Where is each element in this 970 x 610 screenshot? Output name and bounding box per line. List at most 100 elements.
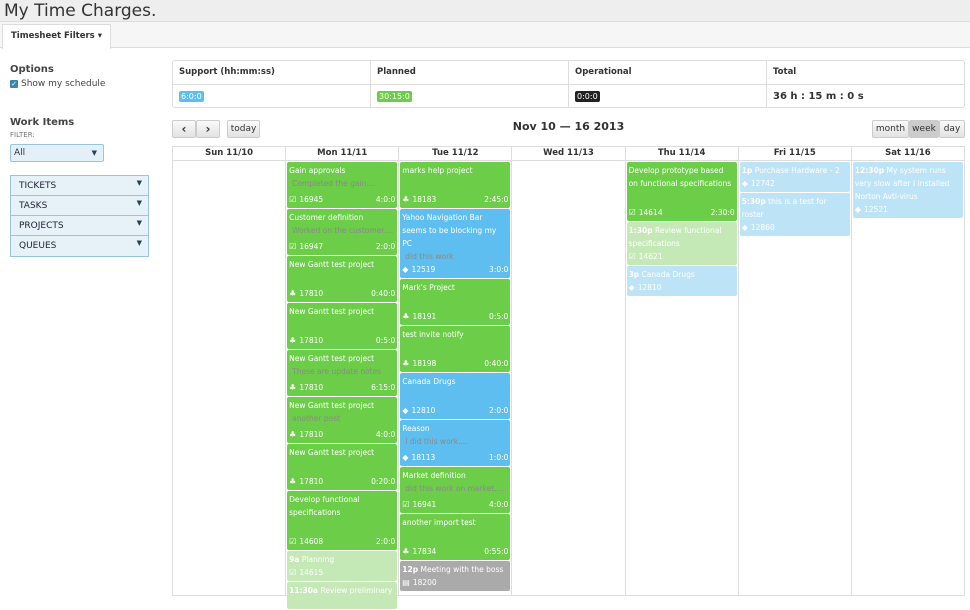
- calendar-event[interactable]: Canada Drugs ◆ 12810 2:0:0: [400, 373, 511, 419]
- column-header: Planned: [371, 61, 568, 85]
- calendar-event[interactable]: 5:30p this is a test for roster ◆ 12860: [739, 193, 850, 236]
- tag-icon: ◆: [741, 179, 748, 188]
- day-column[interactable]: Thu 11/14 Develop prototype based on func…: [625, 147, 739, 595]
- calendar-event[interactable]: New Gantt test project ♣ 17810 0:40:0: [287, 256, 398, 302]
- event-footer: ♣ 17810 6:15:0: [289, 381, 395, 394]
- event-footer: ☑ 14621: [629, 250, 735, 263]
- event-duration: 2:0:0: [375, 242, 396, 251]
- event-footer: ☑ 14608 2:0:0: [289, 535, 395, 548]
- event-time: 5:30p: [741, 197, 766, 206]
- section-label: QUEUES: [19, 241, 57, 251]
- caret-down-icon: ▼: [136, 199, 142, 207]
- event-title-text: Customer definition: [289, 213, 364, 222]
- event-id: 17810: [299, 383, 324, 392]
- calendar-event[interactable]: Gain approvals Completed the gain.... ☑ 169…: [287, 162, 398, 208]
- calendar-event[interactable]: 3p Canada Drugs ◆ 12810: [626, 266, 737, 296]
- section-tickets[interactable]: TICKETS ▼: [11, 176, 148, 196]
- view-day-button[interactable]: day: [939, 120, 965, 138]
- checkbox-checked-icon[interactable]: ✓: [10, 80, 18, 88]
- event-id: 17810: [299, 430, 324, 439]
- calendar-event[interactable]: Reason I did this work.... ◆ 18113 1:0:0: [400, 420, 511, 466]
- event-title: Market definition: [402, 469, 508, 482]
- event-id: 12810: [411, 406, 436, 415]
- calendar-event[interactable]: Yahoo Navigation Bar seems to be blockin…: [400, 209, 511, 278]
- section-label: TASKS: [19, 201, 48, 211]
- event-title: 9a Planning: [289, 553, 395, 566]
- summary-table: Support (hh:mm:ss) 6:0:0 Planned 30:15:0 O…: [172, 60, 965, 108]
- calendar-event[interactable]: 1p Purchase Hardware - 2 ◆ 12742: [739, 162, 850, 192]
- event-footer: ♣ 18198 0:40:0: [402, 357, 508, 370]
- event-title: 11:30a Review preliminary: [289, 584, 395, 597]
- calendar-event[interactable]: test invite notify ♣ 18198 0:40:0: [400, 326, 511, 372]
- sitemap-icon: ♣: [402, 547, 410, 556]
- calendar-event[interactable]: 11:30a Review preliminary: [287, 582, 398, 609]
- check-square-icon: ☑: [628, 208, 636, 217]
- calendar-event[interactable]: another import test ♣ 17834 0:55:0: [400, 514, 511, 560]
- view-week-button[interactable]: week: [909, 120, 939, 138]
- filter-select[interactable]: All ▼: [10, 144, 104, 162]
- event-footer: ◆ 18113 1:0:0: [402, 451, 508, 464]
- calendar-event[interactable]: Mark's Project ♣ 18191 0:5:0: [400, 279, 511, 325]
- calendar-event[interactable]: 12p Meeting with the boss ▤ 18200: [400, 561, 511, 591]
- section-label: TICKETS: [19, 181, 57, 191]
- tab-bar: Timesheet Filters ▾: [0, 22, 970, 49]
- calendar-event[interactable]: New Gantt test project ♣ 17810 0:20:0: [287, 444, 398, 490]
- event-duration: 2:30:0: [710, 208, 735, 217]
- section-tasks[interactable]: TASKS ▼: [11, 196, 148, 216]
- calendar-event[interactable]: New Gantt test project These are update n…: [287, 350, 398, 396]
- calendar-event[interactable]: Develop functional specifications ☑ 14608 2…: [287, 491, 398, 550]
- day-column[interactable]: Tue 11/12 marks help project ♣ 18183 2:45:0 Y…: [399, 147, 513, 595]
- caret-down-icon: ▼: [136, 179, 142, 187]
- next-button[interactable]: ›: [196, 120, 220, 138]
- tab-timesheet-filters[interactable]: Timesheet Filters ▾: [2, 24, 111, 49]
- event-title-text: Review preliminary: [320, 586, 393, 595]
- event-id: 17834: [412, 547, 437, 556]
- event-title-text: Purchase Hardware - 2: [754, 166, 840, 175]
- calendar-event[interactable]: Market definition did this work on market…: [400, 467, 511, 513]
- event-title: Develop functional specifications: [289, 493, 395, 519]
- day-column[interactable]: Sat 11/16 12:30p My system runs very slow…: [851, 147, 964, 595]
- sitemap-icon: ♣: [289, 336, 297, 345]
- calendar-event[interactable]: 12:30p My system runs very slow after I …: [852, 162, 963, 218]
- section-queues[interactable]: QUEUES ▼: [11, 236, 148, 256]
- day-column[interactable]: Wed 11/13: [512, 147, 626, 595]
- event-id: 18198: [412, 359, 437, 368]
- event-duration: 4:0:0: [375, 430, 396, 439]
- day-column[interactable]: Fri 11/15 1p Purchase Hardware - 2 ◆ 12742 5…: [738, 147, 852, 595]
- event-duration: 0:55:0: [484, 547, 509, 556]
- event-footer: ☑ 16947 2:0:0: [289, 240, 395, 253]
- event-duration: 0:40:0: [484, 359, 509, 368]
- check-square-icon: ☑: [289, 242, 297, 251]
- prev-button[interactable]: ‹: [172, 120, 196, 138]
- calendar-event[interactable]: marks help project ♣ 18183 2:45:0: [400, 162, 511, 208]
- calendar-event[interactable]: 9a Planning ☑ 14615: [287, 551, 398, 581]
- today-button[interactable]: today: [227, 120, 260, 138]
- day-column[interactable]: Sun 11/10: [173, 147, 287, 595]
- event-id: 16947: [299, 242, 324, 251]
- event-id: 14608: [299, 537, 324, 546]
- planned-value: 30:15:0: [377, 91, 412, 102]
- event-title-text: My system runs very slow after I install…: [854, 166, 950, 201]
- event-duration: 6:15:0: [371, 383, 396, 392]
- event-duration: 1:0:0: [489, 453, 509, 462]
- event-footer: ◆ 12521: [855, 203, 961, 216]
- event-title: Gain approvals: [289, 164, 395, 177]
- check-square-icon: ☑: [289, 537, 297, 546]
- view-month-button[interactable]: month: [872, 120, 909, 138]
- section-projects[interactable]: PROJECTS ▼: [11, 216, 148, 236]
- day-column[interactable]: Mon 11/11 Gain approvals Completed the gai…: [286, 147, 400, 609]
- calendar-event[interactable]: Develop prototype based on functional sp…: [626, 162, 737, 221]
- day-header: Tue 11/12: [399, 147, 512, 161]
- day-header: Mon 11/11: [286, 147, 399, 161]
- event-title-text: marks help project: [402, 166, 473, 175]
- event-id: 17810: [299, 336, 324, 345]
- calendar-event[interactable]: Customer definition Worked on the custome…: [287, 209, 398, 255]
- show-schedule-checkbox[interactable]: ✓ Show my schedule: [10, 79, 150, 89]
- calendar-event[interactable]: 1:30p Review functional specifications ☑ 1…: [626, 222, 737, 265]
- calendar-event[interactable]: New Gantt test project ♣ 17810 0:5:0: [287, 303, 398, 349]
- event-footer: ☑ 14614 2:30:0: [629, 206, 735, 219]
- tag-icon: ◆: [402, 453, 409, 462]
- summary-total: Total 36 h : 15 m : 0 s: [767, 61, 964, 107]
- section-label: PROJECTS: [19, 221, 64, 231]
- calendar-event[interactable]: New Gantt test project another post ♣ 17810…: [287, 397, 398, 443]
